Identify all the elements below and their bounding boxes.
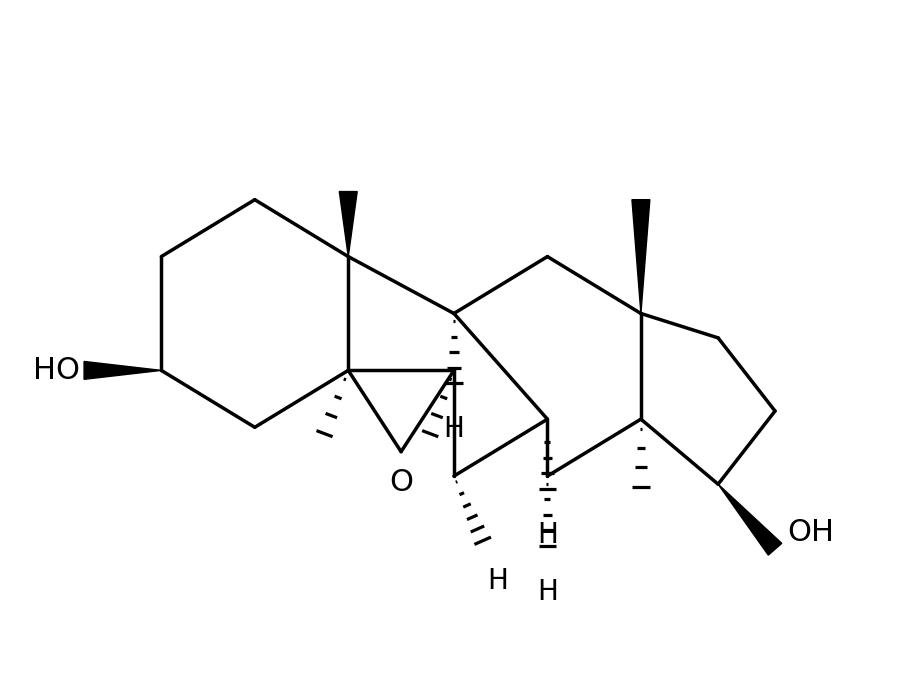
Polygon shape [339,192,357,257]
Text: H: H [537,521,558,549]
Polygon shape [718,484,781,555]
Text: HO: HO [33,356,80,385]
Text: H: H [487,567,508,595]
Polygon shape [84,361,161,379]
Text: O: O [389,468,413,497]
Text: H: H [537,578,558,606]
Polygon shape [632,200,649,313]
Text: OH: OH [787,518,834,547]
Text: H: H [443,415,464,443]
